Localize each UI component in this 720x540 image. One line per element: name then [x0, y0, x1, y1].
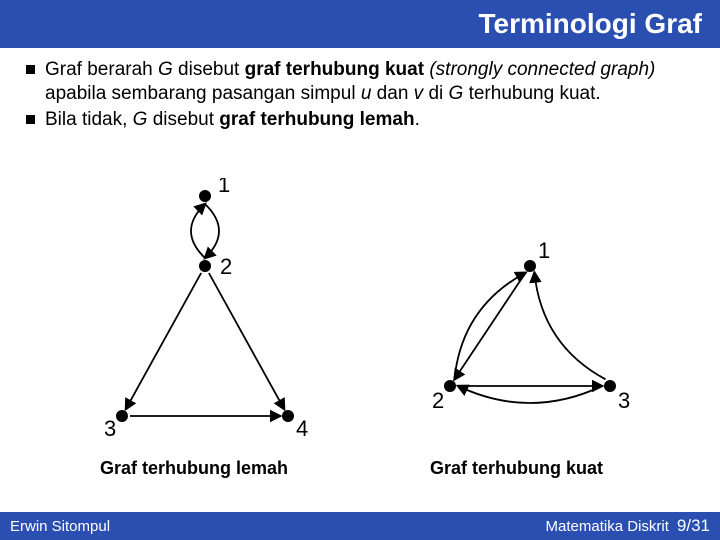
caption-right: Graf terhubung kuat	[430, 458, 603, 479]
bullet-marker	[26, 115, 35, 124]
bullet-2-text: Bila tidak, G disebut graf terhubung lem…	[45, 108, 420, 132]
svg-text:2: 2	[432, 388, 444, 413]
svg-text:2: 2	[220, 254, 232, 279]
bullet-marker	[26, 65, 35, 74]
graph-left: 1 2 3 4	[60, 178, 360, 458]
svg-text:3: 3	[618, 388, 630, 413]
bullet-1-text: Graf berarah G disebut graf terhubung ku…	[45, 58, 694, 106]
bullet-2: Bila tidak, G disebut graf terhubung lem…	[26, 108, 694, 132]
svg-text:1: 1	[218, 178, 230, 197]
title-bar: Terminologi Graf	[0, 0, 720, 48]
bullet-1: Graf berarah G disebut graf terhubung ku…	[26, 58, 694, 106]
caption-left: Graf terhubung lemah	[100, 458, 288, 479]
svg-text:3: 3	[104, 416, 116, 441]
graph-right: 1 2 3	[410, 208, 660, 438]
footer-bar: Erwin Sitompul Matematika Diskrit 9/31	[0, 512, 720, 540]
graphs-region: 1 2 3 4 Graf terhubung lemah 1 2 3 Graf terhu…	[0, 178, 720, 478]
page-title: Terminologi Graf	[479, 8, 703, 40]
svg-text:1: 1	[538, 238, 550, 263]
svg-text:4: 4	[296, 416, 308, 441]
footer-course: Matematika Diskrit	[546, 518, 669, 535]
body-text: Graf berarah G disebut graf terhubung ku…	[0, 48, 720, 131]
footer-page: 9/31	[677, 516, 710, 536]
footer-author: Erwin Sitompul	[10, 518, 110, 535]
